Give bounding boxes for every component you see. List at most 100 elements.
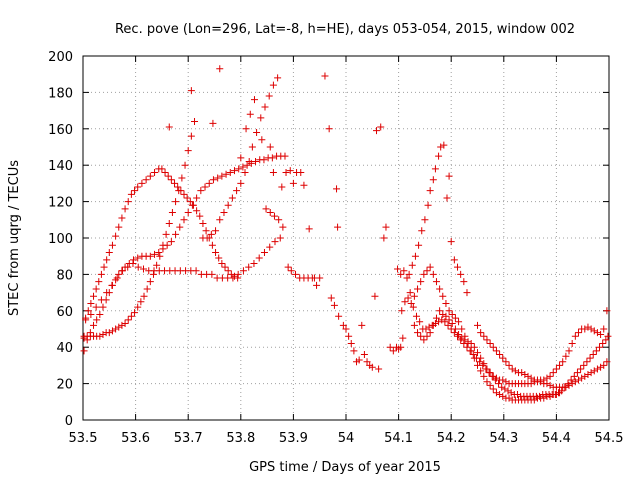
data-point: [300, 181, 308, 189]
data-point: [345, 332, 353, 340]
data-point: [546, 372, 554, 380]
data-point: [436, 307, 444, 315]
data-point: [90, 321, 98, 329]
data-point: [105, 249, 113, 257]
data-point: [483, 378, 491, 386]
data-point: [97, 296, 105, 304]
data-point: [496, 391, 504, 399]
data-point: [507, 389, 515, 397]
data-point: [425, 323, 433, 331]
data-point: [127, 312, 135, 320]
data-point: [227, 270, 235, 278]
data-point: [237, 179, 245, 187]
data-point: [134, 263, 142, 271]
data-point: [196, 212, 204, 220]
data-point: [489, 385, 497, 393]
data-point: [184, 209, 192, 217]
data-point: [151, 250, 159, 258]
data-point: [266, 209, 274, 217]
data-point: [437, 143, 445, 151]
data-point: [239, 163, 247, 171]
data-point: [373, 127, 381, 135]
data-point: [192, 267, 200, 275]
axis-ticks: [82, 55, 610, 421]
y-tick-label: 80: [56, 268, 73, 283]
data-point: [477, 354, 485, 362]
data-point: [371, 292, 379, 300]
data-point: [134, 183, 142, 191]
data-point: [483, 365, 491, 373]
data-point: [360, 350, 368, 358]
data-point: [161, 168, 169, 176]
data-point: [403, 274, 411, 282]
data-point: [386, 343, 394, 351]
data-point: [234, 270, 242, 278]
data-point: [146, 278, 154, 286]
data-point: [108, 241, 116, 249]
data-point: [400, 267, 408, 275]
data-point: [429, 176, 437, 184]
data-point: [530, 396, 538, 404]
data-point: [498, 383, 506, 391]
data-point: [305, 225, 313, 233]
data-point: [245, 263, 253, 271]
data-point: [187, 132, 195, 140]
data-point: [239, 267, 247, 275]
data-point: [92, 303, 100, 311]
data-point: [149, 270, 157, 278]
data-point: [508, 365, 516, 373]
data-point: [444, 321, 452, 329]
data-point: [398, 307, 406, 315]
y-tick-label: 0: [65, 414, 73, 429]
data-point: [165, 123, 173, 131]
data-point: [581, 372, 589, 380]
data-point: [167, 238, 175, 246]
data-point: [401, 298, 409, 306]
data-point: [592, 347, 600, 355]
data-point: [172, 198, 180, 206]
data-point: [474, 321, 481, 329]
x-tick-label: 53.9: [279, 431, 308, 446]
data-point: [463, 289, 471, 297]
data-point: [467, 347, 475, 355]
y-tick-label: 140: [48, 159, 73, 174]
data-point: [124, 263, 132, 271]
data-point: [477, 329, 485, 337]
data-point: [255, 254, 263, 262]
data-point: [276, 234, 284, 242]
data-point: [260, 156, 268, 164]
data-point: [439, 310, 447, 318]
data-point: [191, 118, 199, 126]
x-tick-label: 54.4: [542, 431, 571, 446]
data-point: [268, 154, 276, 162]
data-point: [137, 298, 145, 306]
data-point: [112, 276, 120, 284]
data-point: [252, 158, 260, 166]
data-point: [495, 380, 503, 388]
data-point: [552, 365, 560, 373]
data-point: [96, 310, 104, 318]
data-point: [220, 209, 228, 217]
data-point: [410, 292, 418, 300]
data-point: [568, 340, 576, 348]
x-axis-title: GPS time / Days of year 2015: [249, 460, 441, 475]
data-point: [587, 325, 595, 333]
data-point: [286, 167, 294, 175]
data-point: [486, 381, 494, 389]
data-point: [95, 278, 103, 286]
data-point: [404, 294, 412, 302]
data-point: [355, 356, 363, 364]
data-point: [492, 347, 500, 355]
data-point: [518, 369, 526, 377]
data-point: [410, 321, 418, 329]
data-point: [183, 194, 191, 202]
chart-title: Rec. pove (Lon=296, Lat=-8, h=HE), days …: [115, 22, 575, 37]
data-point: [178, 174, 186, 182]
data-point: [321, 72, 329, 80]
data-point: [504, 387, 512, 395]
data-point: [292, 270, 300, 278]
data-point: [436, 285, 444, 293]
y-tick-label: 40: [56, 341, 73, 356]
data-point: [278, 183, 286, 191]
